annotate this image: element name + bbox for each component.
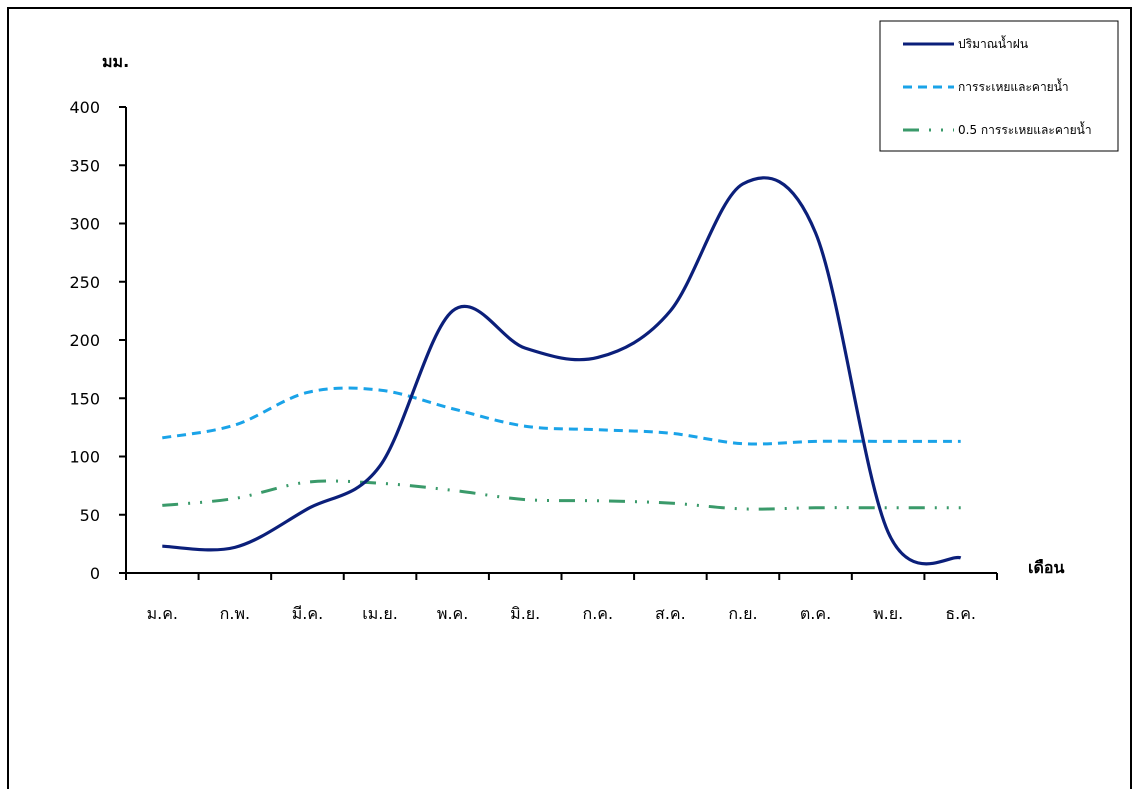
x-tick-label: ม.ค.: [147, 604, 178, 623]
x-axis-title: เดือน: [1028, 558, 1064, 577]
x-tick-label: ต.ค.: [800, 604, 831, 623]
y-tick-label: 100: [69, 448, 100, 467]
y-tick-label: 0: [90, 564, 100, 583]
y-axis-title: มม.: [102, 52, 129, 71]
y-tick-label: 250: [69, 273, 100, 292]
x-tick-label: ก.ย.: [728, 604, 757, 623]
x-tick-label: มี.ค.: [292, 604, 323, 623]
x-axis: ม.ค. ก.พ. มี.ค. เม.ย. พ.ค. มิ.ย. ก.ค. ส.ค. ก.ย. ต…: [125, 572, 998, 623]
x-tick-label: ธ.ค.: [945, 604, 976, 623]
y-tick-label: 350: [69, 156, 100, 175]
legend-label: การระเหยและคายน้ำ: [958, 78, 1069, 94]
x-tick-label: ก.ค.: [583, 604, 614, 623]
plot-area: [162, 176, 962, 566]
y-tick-label: 50: [80, 506, 100, 525]
y-tick-label: 200: [69, 331, 100, 350]
x-tick-label: เม.ย.: [362, 604, 398, 623]
legend-label: ปริมาณน้ำฝน: [958, 35, 1028, 51]
legend-label: 0.5 การระเหยและคายน้ำ: [958, 121, 1092, 137]
y-tick-label: 150: [69, 389, 100, 408]
x-tick-label: พ.ค.: [437, 604, 468, 623]
x-tick-label: มิ.ย.: [510, 604, 540, 623]
y-tick-label: 400: [69, 98, 100, 117]
x-tick-label: ส.ค.: [655, 604, 686, 623]
y-tick-label: 300: [69, 215, 100, 234]
y-axis: 0 50 100 150 200 250 300 350 400: [69, 98, 127, 583]
series-line-2: [162, 386, 961, 446]
x-tick-label: ก.พ.: [220, 604, 250, 623]
x-tick-label: พ.ย.: [873, 604, 903, 623]
series-line-3: [162, 479, 961, 511]
series-line-1: [162, 176, 962, 566]
